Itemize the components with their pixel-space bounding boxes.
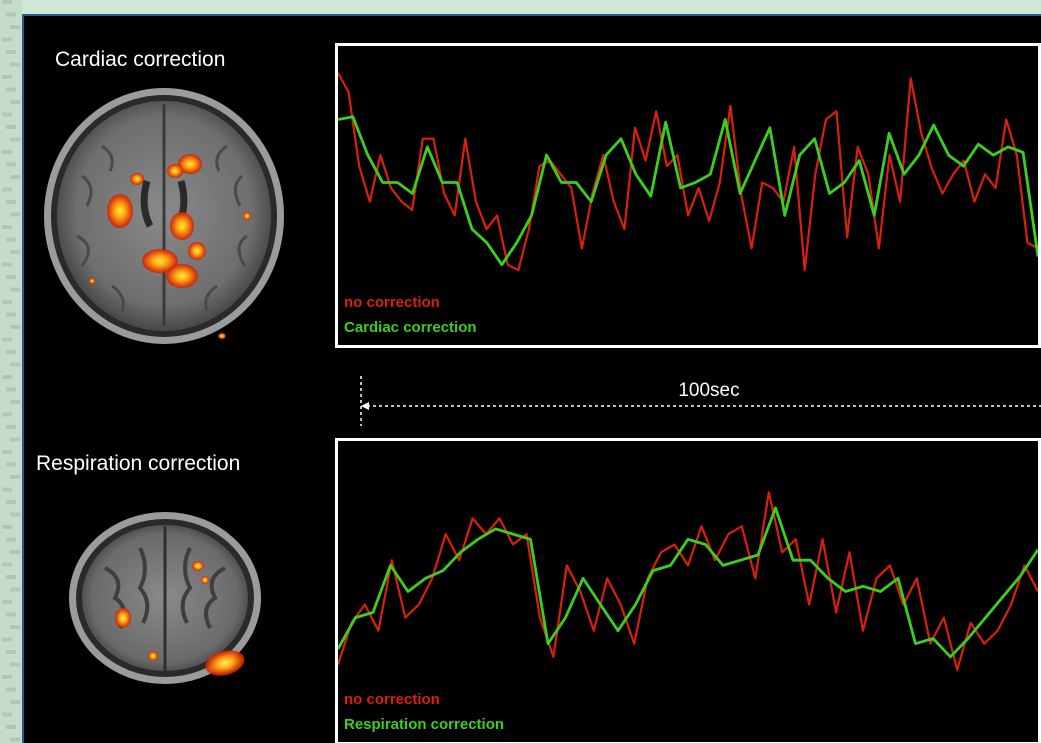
series-line-respiration-correction: [338, 506, 1038, 659]
side-texture: [0, 0, 22, 743]
plot-respiration: no correction Respiration correction: [335, 438, 1041, 743]
legend-no-correction-bottom: no correction: [344, 691, 440, 708]
series-line-no-correction: [338, 72, 1038, 272]
series-line-cardiac-correction: [338, 115, 1038, 267]
time-scale-bar: 100sec: [359, 376, 1041, 426]
plot-cardiac: no correction Cardiac correction: [335, 43, 1041, 348]
legend-respiration-correction: Respiration correction: [344, 716, 505, 733]
caption-respiration: Respiration correction: [36, 452, 241, 475]
plot-cardiac-lines: [338, 72, 1038, 272]
caption-cardiac: Cardiac correction: [55, 48, 226, 71]
legend-cardiac-correction: Cardiac correction: [344, 319, 477, 336]
series-line-no-correction: [338, 491, 1038, 671]
legend-no-correction-top: no correction: [344, 294, 440, 311]
brain-slice-axial: [44, 88, 284, 344]
brain-slice-superior: [69, 512, 261, 684]
figure-frame: Cardiac correction Respiration correctio…: [22, 14, 1041, 743]
time-scale-label: 100sec: [678, 380, 740, 401]
plot-respiration-lines: [338, 491, 1038, 671]
